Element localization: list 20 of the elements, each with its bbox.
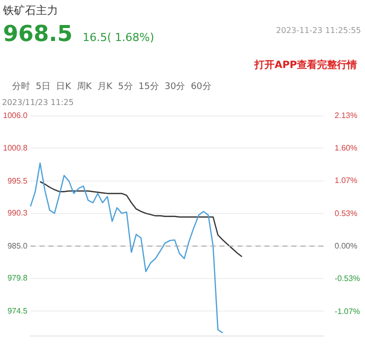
y2-tick-label: 2.13% [334,111,358,120]
y2-tick-label: -1.07% [334,306,360,316]
y-tick-label: 995.5 [7,176,28,186]
chart-title: 铁矿石主力 [3,3,58,18]
chart-subtitle: 968.5 16.5( 1.68%) [3,22,154,47]
text: 打开APP查看完整行情 [254,58,357,72]
y2-tick-label: -0.53% [334,274,360,283]
y2-tick-label: 0.00% [334,241,358,250]
y-tick-label: 990.3 [7,208,28,218]
text: 2023-11-23 11:25:55 [276,26,361,35]
y-tick-label: 979.8 [7,274,28,283]
y-tick-label: 1006.0 [3,111,28,120]
y-tick-label: 985.0 [7,241,28,250]
y-tick-label: 974.5 [7,306,28,316]
y2-tick-label: 1.07% [334,176,358,185]
y-tick-label: 1000.8 [3,143,28,152]
text: 分时 5日 日K 周K 月K 5分 15分 30分 60分 [12,80,212,93]
y2-tick-label: 0.53% [334,208,358,218]
y2-tick-label: 1.60% [334,144,358,153]
text: 2023/11/23 11:25 [2,98,74,107]
